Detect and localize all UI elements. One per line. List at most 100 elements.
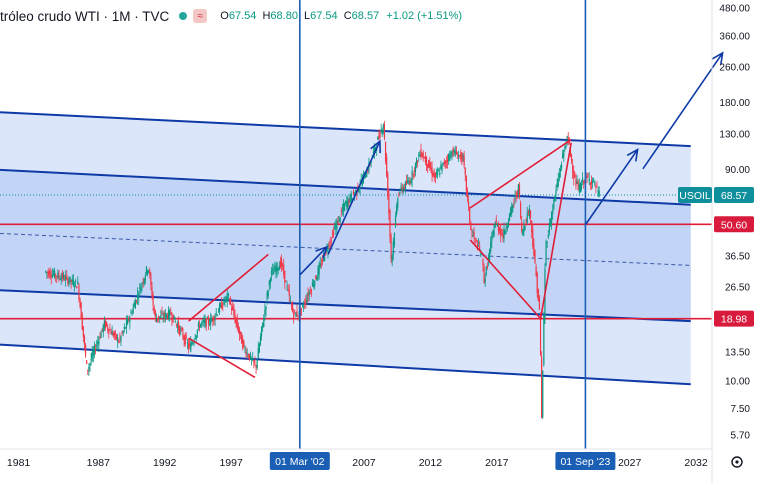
candle-body <box>456 157 459 159</box>
date-label-box-0 <box>269 452 330 470</box>
settings-gear-icon[interactable] <box>731 456 743 468</box>
candle-body <box>276 263 278 272</box>
candle-body <box>597 190 599 193</box>
candle-body <box>163 312 165 317</box>
candle-body <box>165 313 167 317</box>
candle-body <box>401 187 403 191</box>
candle-body <box>145 266 148 274</box>
trend-arrow-1 <box>327 139 381 255</box>
candle-body <box>331 232 334 234</box>
candle-body <box>294 310 296 312</box>
candle-body <box>296 310 298 316</box>
x-tick-label: 2027 <box>618 457 642 469</box>
candle-body <box>173 315 175 320</box>
candle-body <box>527 211 529 213</box>
candle-body <box>317 268 319 278</box>
candle-body <box>47 271 49 274</box>
candle-body <box>176 325 179 328</box>
candle-body <box>87 369 89 371</box>
trend-arrow-2 <box>585 148 639 225</box>
candle-body <box>161 312 163 314</box>
candle-body <box>115 334 118 340</box>
candle-body <box>264 309 266 315</box>
candle-body <box>181 328 183 331</box>
candle-body <box>445 161 448 162</box>
candle-body <box>359 185 361 189</box>
candle-body <box>563 149 565 157</box>
candle-body <box>89 363 91 366</box>
candle-body <box>493 229 495 237</box>
symbol-title[interactable]: tróleo crudo WTI · 1M · TVC <box>0 8 170 24</box>
candle-body <box>225 296 227 298</box>
candle-body <box>55 274 57 277</box>
candle-body <box>535 266 537 277</box>
candle-body <box>201 321 203 323</box>
candle-body <box>526 213 528 223</box>
candle-body <box>528 208 531 216</box>
candle-body <box>162 317 164 319</box>
close-value: 68.57 <box>351 10 380 22</box>
wave-icon[interactable]: ≈ <box>193 9 208 23</box>
candle-body <box>508 213 511 221</box>
candle-body <box>367 169 369 172</box>
candle-body <box>90 359 92 362</box>
channel-line-upper <box>0 111 691 148</box>
candle-body <box>338 216 340 219</box>
candle-body <box>545 241 547 266</box>
candle-body <box>505 228 507 230</box>
candle-body <box>538 296 541 310</box>
candle-body <box>286 285 288 287</box>
candle-body <box>450 152 452 156</box>
candle-body <box>167 310 170 320</box>
candle-body <box>489 250 491 261</box>
candle-body <box>466 190 469 198</box>
candle-body <box>575 179 577 187</box>
candle-body <box>159 316 161 318</box>
y-tick-label: 260.00 <box>719 63 750 74</box>
y-tick-label: 130.00 <box>719 129 750 140</box>
candle-body <box>306 298 308 303</box>
candle-body <box>197 323 200 327</box>
candle-body <box>182 332 184 338</box>
candle-body <box>430 168 432 170</box>
candle-body <box>439 172 441 175</box>
plot-area <box>0 0 712 449</box>
candle-body <box>510 207 512 216</box>
candle-body <box>213 316 215 321</box>
candle-body <box>396 205 398 215</box>
candle-body <box>552 210 554 214</box>
candle-body <box>269 278 272 283</box>
candle-body <box>56 276 58 278</box>
candle-body <box>275 267 277 274</box>
channel-line-lower <box>0 343 691 386</box>
candle-body <box>68 281 70 283</box>
candle-body <box>598 191 600 196</box>
candle-body <box>257 348 259 359</box>
candle-body <box>486 266 488 268</box>
candle-body <box>45 271 47 273</box>
candle-body <box>248 353 250 360</box>
candle-body <box>498 228 501 232</box>
candle-body <box>554 195 556 200</box>
candle-body <box>158 315 160 319</box>
candle-body <box>83 336 86 345</box>
y-tick-label: 180.00 <box>719 98 750 109</box>
candle-body <box>273 270 275 275</box>
candle-body <box>577 181 579 190</box>
candle-body <box>391 254 393 262</box>
candle-body <box>297 315 299 317</box>
candle-body <box>428 160 430 168</box>
candle-body <box>265 306 267 311</box>
candle-body <box>378 135 380 138</box>
candle-body <box>224 300 226 302</box>
candle-body <box>304 303 306 305</box>
candle-body <box>153 307 155 314</box>
candle-body <box>80 302 82 319</box>
candle-body <box>573 170 575 179</box>
candle-body <box>332 231 335 236</box>
candle-body <box>141 283 143 285</box>
candle-body <box>175 323 177 325</box>
candle-body <box>184 334 186 345</box>
candle-body <box>134 301 136 309</box>
